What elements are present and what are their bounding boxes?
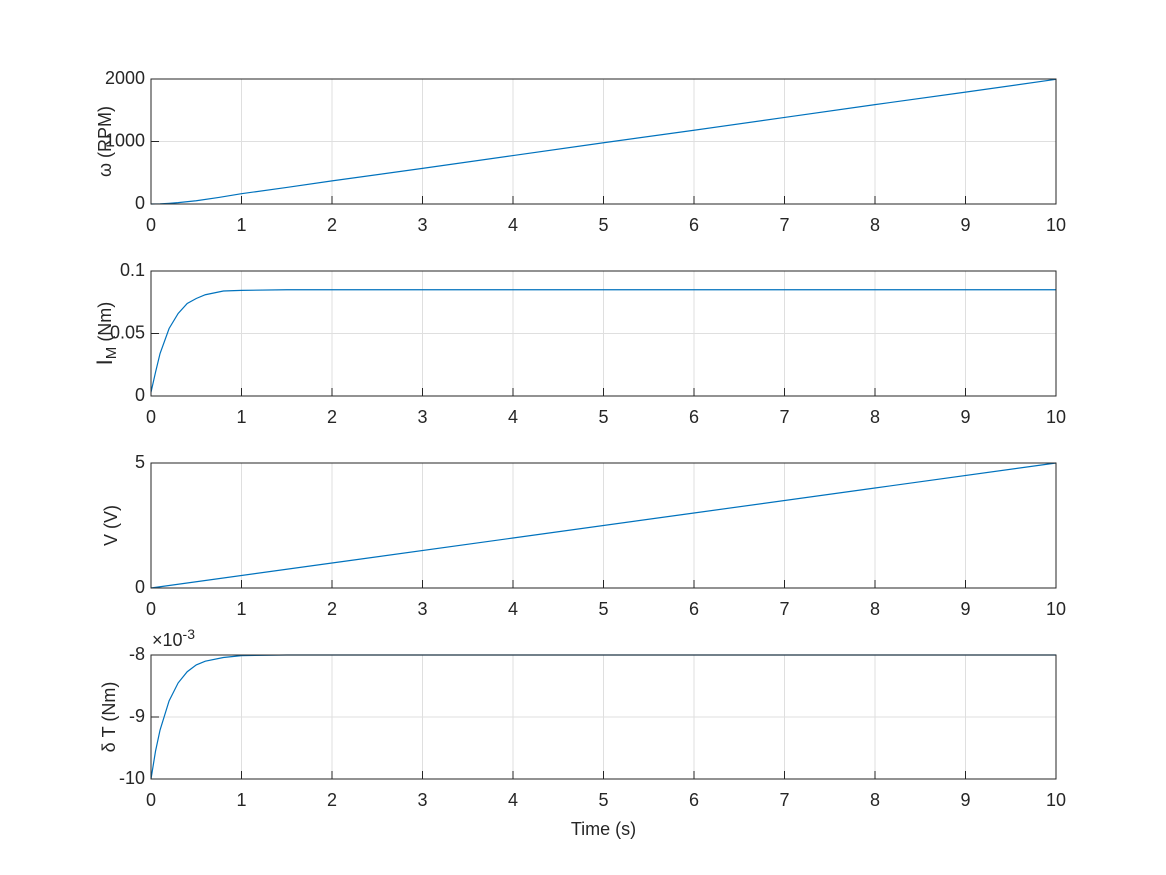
x-tick-label: 4 [508, 599, 518, 619]
x-tick-label: 8 [870, 790, 880, 810]
x-tick-label: 1 [236, 215, 246, 235]
y-tick-label: -8 [129, 644, 145, 664]
y-tick-label: 2000 [105, 68, 145, 88]
x-tick-label: 7 [779, 599, 789, 619]
x-tick-label: 4 [508, 790, 518, 810]
y-tick-label: -9 [129, 706, 145, 726]
data-line [150, 462, 1057, 589]
x-tick-label: 8 [870, 599, 880, 619]
data-line [150, 78, 1057, 205]
x-tick-label: 0 [146, 599, 156, 619]
x-tick-label: 0 [146, 215, 156, 235]
x-tick-label: 5 [598, 407, 608, 427]
y-axis-label: IM (Nm) [92, 302, 120, 366]
x-tick-label: 6 [689, 790, 699, 810]
x-tick-label: 2 [327, 407, 337, 427]
axes-box [150, 654, 1057, 780]
x-tick-label: 1 [236, 407, 246, 427]
y-tick-label: 0.05 [110, 322, 145, 342]
x-tick-label: 1 [236, 790, 246, 810]
x-tick-label: 3 [417, 407, 427, 427]
x-axis-label: Time (s) [571, 819, 636, 839]
x-tick-label: 2 [327, 599, 337, 619]
y-label-rest: (Nm) [95, 302, 115, 347]
y-multiplier: ×10-3 [152, 626, 195, 650]
y-tick-label: 0 [135, 193, 145, 213]
x-tick-label: 6 [689, 599, 699, 619]
x-tick-label: 4 [508, 215, 518, 235]
x-tick-label: 6 [689, 407, 699, 427]
y-axis-label: ω (RPM) [95, 106, 115, 177]
x-tick-label: 7 [779, 215, 789, 235]
y-axis-label: δ T (Nm) [99, 682, 119, 753]
y-tick-label: 0 [135, 577, 145, 597]
multiplier-exponent: -3 [183, 626, 196, 642]
y-label-main: I [92, 359, 117, 365]
axes-box [150, 78, 1057, 205]
x-tick-label: 0 [146, 407, 156, 427]
x-tick-label: 8 [870, 407, 880, 427]
x-tick-label: 9 [960, 790, 970, 810]
x-tick-label: 2 [327, 215, 337, 235]
x-tick-label: 0 [146, 790, 156, 810]
x-tick-label: 10 [1046, 407, 1066, 427]
x-tick-label: 5 [598, 790, 608, 810]
y-label-sub: M [103, 347, 120, 360]
x-tick-label: 7 [779, 407, 789, 427]
x-tick-label: 8 [870, 215, 880, 235]
y-tick-label: -10 [119, 768, 145, 788]
x-tick-label: 7 [779, 790, 789, 810]
x-tick-label: 3 [417, 215, 427, 235]
x-tick-label: 6 [689, 215, 699, 235]
y-tick-label: 1000 [105, 130, 145, 150]
x-tick-label: 2 [327, 790, 337, 810]
x-tick-label: 10 [1046, 790, 1066, 810]
x-tick-label: 9 [960, 215, 970, 235]
x-tick-label: 5 [598, 599, 608, 619]
x-tick-label: 3 [417, 599, 427, 619]
x-tick-label: 10 [1046, 215, 1066, 235]
x-tick-label: 1 [236, 599, 246, 619]
data-line [150, 289, 1056, 393]
multiplier-base: ×10 [152, 630, 183, 650]
y-tick-label: 0.1 [120, 260, 145, 280]
x-tick-label: 9 [960, 599, 970, 619]
x-tick-label: 3 [417, 790, 427, 810]
x-tick-label: 4 [508, 407, 518, 427]
axes-box [150, 270, 1057, 397]
x-tick-label: 5 [598, 215, 608, 235]
y-tick-label: 5 [135, 452, 145, 472]
data-line [150, 654, 1056, 780]
y-axis-label: V (V) [101, 505, 121, 546]
axes-box [150, 462, 1057, 589]
y-tick-label: 0 [135, 385, 145, 405]
x-tick-label: 9 [960, 407, 970, 427]
x-tick-label: 10 [1046, 599, 1066, 619]
